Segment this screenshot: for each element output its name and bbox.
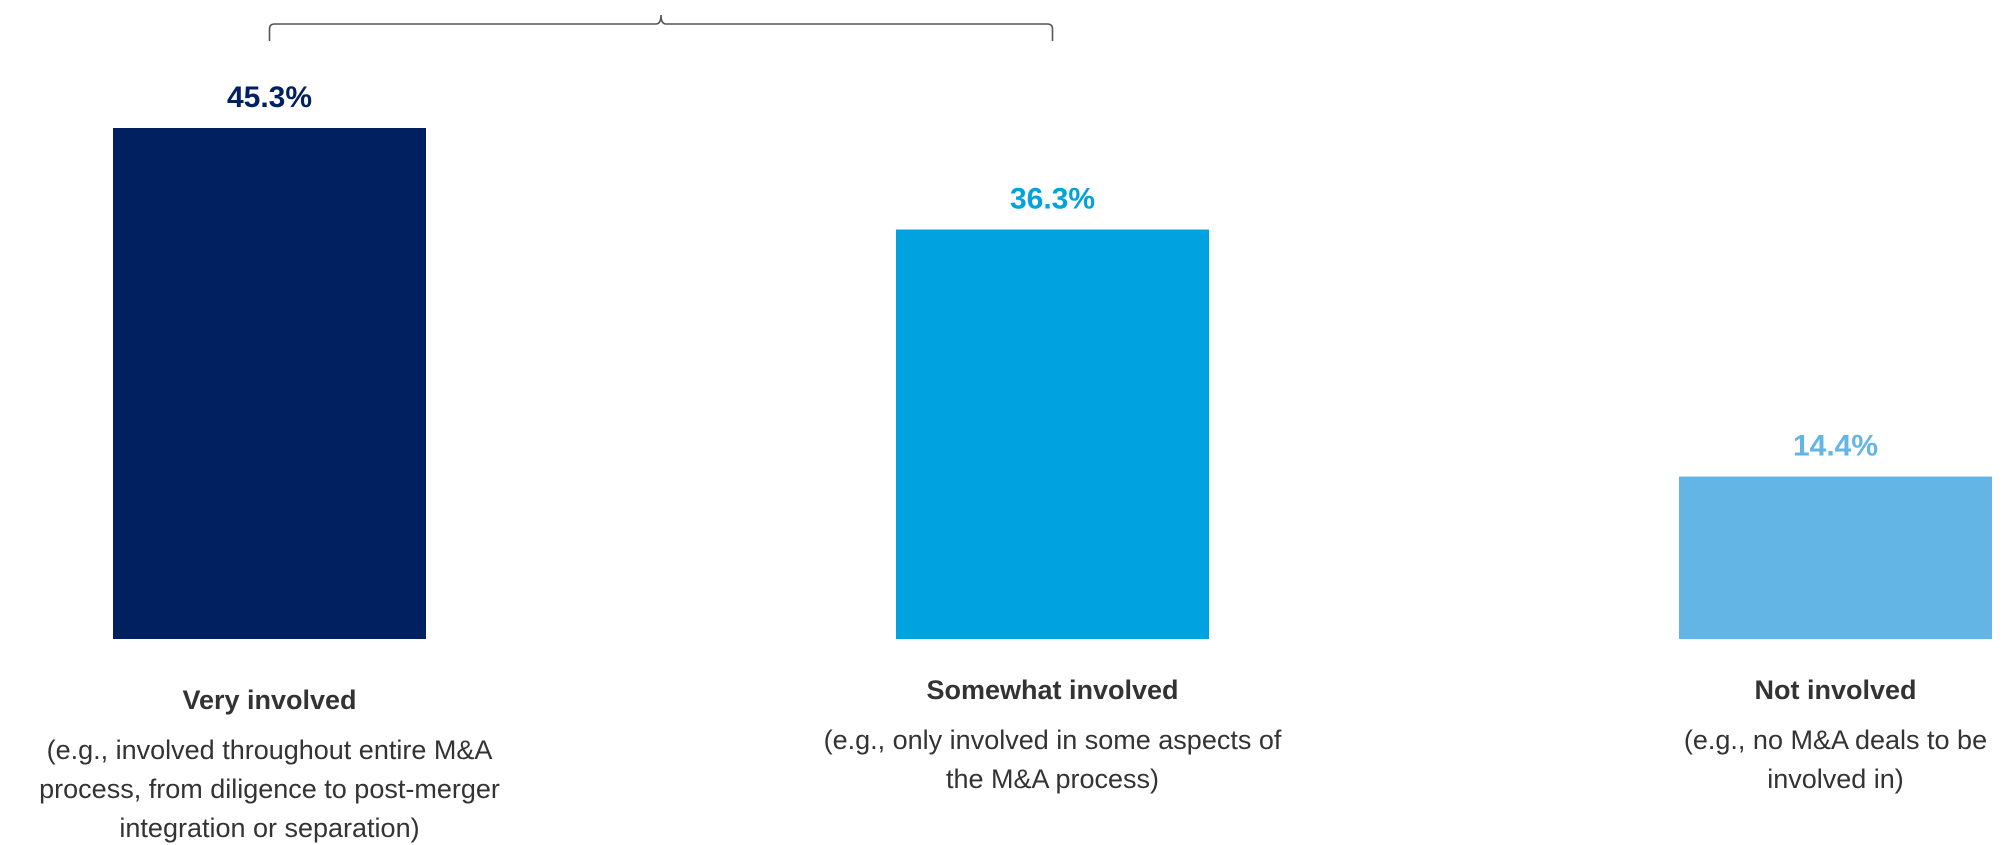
bar-not-involved bbox=[1679, 476, 1992, 639]
value-label-very-involved: 45.3% bbox=[227, 81, 312, 114]
category-description-line: involved in) bbox=[1767, 764, 1904, 794]
category-description-line: process, from diligence to post-merger bbox=[39, 774, 500, 804]
category-title-not-involved: Not involved bbox=[1754, 675, 1916, 705]
bar-very-involved bbox=[113, 128, 426, 639]
category-description-line: (e.g., no M&A deals to be bbox=[1684, 725, 1987, 755]
value-label-somewhat-involved: 36.3% bbox=[1010, 183, 1095, 216]
category-title-somewhat-involved: Somewhat involved bbox=[926, 675, 1178, 705]
bar-somewhat-involved bbox=[896, 229, 1209, 639]
category-title-very-involved: Very involved bbox=[182, 685, 356, 715]
category-description-line: the M&A process) bbox=[946, 764, 1159, 794]
category-description-line: (e.g., only involved in some aspects of bbox=[824, 725, 1282, 755]
value-label-not-involved: 14.4% bbox=[1793, 430, 1878, 463]
category-description-line: (e.g., involved throughout entire M&A bbox=[47, 735, 493, 765]
category-description-line: integration or separation) bbox=[119, 813, 419, 843]
group-bracket bbox=[268, 14, 1054, 41]
